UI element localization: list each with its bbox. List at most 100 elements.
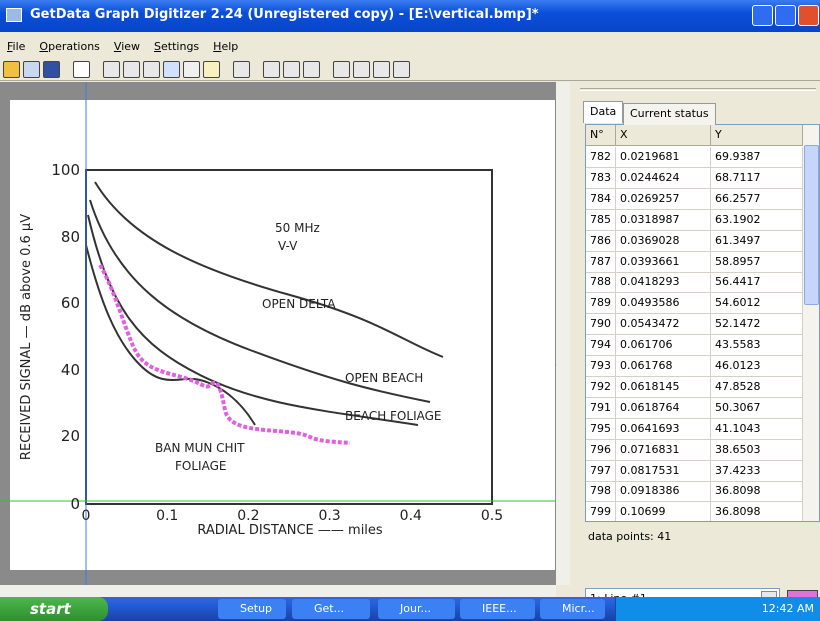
title-bar: GetData Graph Digitizer 2.24 (Unregister…	[0, 0, 820, 32]
column-header[interactable]: Y	[711, 125, 803, 146]
move-icon[interactable]	[263, 61, 280, 78]
taskbar-item[interactable]: Jour...	[378, 599, 455, 619]
toolbar	[0, 57, 820, 81]
menu-item[interactable]: View	[107, 38, 147, 56]
table-cell: 38.6503	[711, 440, 803, 461]
table-cell: 791	[586, 398, 616, 419]
x-tick-label: 0.1	[156, 508, 178, 524]
table-cell: 0.10699	[616, 502, 711, 522]
y-tick-label: 20	[61, 427, 80, 445]
x-axis-label: RADIAL DISTANCE —— miles	[197, 523, 383, 538]
table-cell: 37.4233	[711, 461, 803, 482]
table-cell: 795	[586, 419, 616, 440]
table-cell: 0.0369028	[616, 231, 711, 252]
table-cell: 783	[586, 168, 616, 189]
vertical-scrollbar[interactable]	[556, 82, 570, 585]
table-cell: 793	[586, 356, 616, 377]
table-cell: 50.3067	[711, 398, 803, 419]
table-cell: 0.0618145	[616, 377, 711, 398]
taskbar-item[interactable]: IEEE...	[460, 599, 535, 619]
y-tick-label: 0	[70, 495, 80, 513]
open-icon[interactable]	[3, 61, 20, 78]
table-cell: 794	[586, 335, 616, 356]
table-cell: 41.1043	[711, 419, 803, 440]
scroll-thumb[interactable]	[804, 145, 819, 305]
table-cell: 799	[586, 502, 616, 522]
table-scrollbar[interactable]	[803, 125, 820, 521]
table-cell: 789	[586, 293, 616, 314]
maximize-button[interactable]	[775, 5, 796, 26]
table-cell: 36.8098	[711, 481, 803, 502]
table-cell: 0.0269257	[616, 189, 711, 210]
menu-item[interactable]: Settings	[147, 38, 206, 56]
table-cell: 58.8957	[711, 252, 803, 273]
save-icon[interactable]	[43, 61, 60, 78]
splitter	[580, 88, 816, 91]
taskbar-item[interactable]: Micr...	[540, 599, 605, 619]
start-button[interactable]: start	[0, 597, 108, 621]
graph-icon[interactable]	[393, 61, 410, 78]
table-cell: 0.0393661	[616, 252, 711, 273]
x-tick-label: 0.3	[318, 508, 340, 524]
x-tick-label: 0.2	[237, 508, 259, 524]
table-cell: 46.0123	[711, 356, 803, 377]
table-cell: 47.8528	[711, 377, 803, 398]
minimize-button[interactable]	[752, 5, 773, 26]
auto-icon[interactable]	[203, 61, 220, 78]
scan-icon[interactable]	[23, 61, 40, 78]
table-cell: 787	[586, 252, 616, 273]
table-cell: 61.3497	[711, 231, 803, 252]
y-tick-label: 60	[61, 294, 80, 312]
undo-icon[interactable]	[233, 61, 250, 78]
axis-icon[interactable]	[103, 61, 120, 78]
horizontal-scrollbar[interactable]	[0, 585, 556, 597]
y-tick-label: 40	[61, 361, 80, 379]
table-cell: 0.0493586	[616, 293, 711, 314]
image-icon[interactable]	[333, 61, 350, 78]
point-icon[interactable]	[163, 61, 180, 78]
tab[interactable]: Data	[583, 101, 623, 123]
table-cell: 0.061768	[616, 356, 711, 377]
table-cell: 63.1902	[711, 210, 803, 231]
eraser-icon[interactable]	[183, 61, 200, 78]
data-table: N°XY7820.021968169.93877830.024462468.71…	[585, 124, 820, 522]
table-cell: 782	[586, 147, 616, 168]
table-cell: 69.9387	[711, 147, 803, 168]
table-cell: 0.0219681	[616, 147, 711, 168]
copy-icon[interactable]	[73, 61, 90, 78]
y-tick-label: 100	[51, 161, 80, 179]
zoom-out-icon[interactable]	[303, 61, 320, 78]
table-cell: 52.1472	[711, 314, 803, 335]
menu-item[interactable]: Help	[206, 38, 245, 56]
table-cell: 68.7117	[711, 168, 803, 189]
table-cell: 0.0618764	[616, 398, 711, 419]
table-cell: 0.061706	[616, 335, 711, 356]
table-cell: 36.8098	[711, 502, 803, 522]
table-cell: 788	[586, 272, 616, 293]
app-icon	[6, 8, 22, 22]
column-header[interactable]: X	[616, 125, 711, 146]
table-cell: 0.0318987	[616, 210, 711, 231]
table-cell: 66.2577	[711, 189, 803, 210]
line-icon[interactable]	[123, 61, 140, 78]
annotation: 50 MHz	[275, 221, 320, 235]
grid-view-icon[interactable]	[353, 61, 370, 78]
table-cell: 785	[586, 210, 616, 231]
points-view-icon[interactable]	[373, 61, 390, 78]
window-title: GetData Graph Digitizer 2.24 (Unregister…	[30, 7, 539, 22]
grid-icon[interactable]	[143, 61, 160, 78]
tab[interactable]: Current status	[623, 103, 716, 125]
column-header[interactable]: N°	[586, 125, 616, 146]
taskbar-item[interactable]: Setup	[218, 599, 286, 619]
menu-item[interactable]: File	[0, 38, 32, 56]
table-cell: 0.0418293	[616, 272, 711, 293]
table-cell: 798	[586, 481, 616, 502]
annotation: V-V	[278, 239, 298, 253]
table-cell: 797	[586, 461, 616, 482]
zoom-in-icon[interactable]	[283, 61, 300, 78]
x-tick-label: 0.4	[400, 508, 422, 524]
menu-item[interactable]: Operations	[32, 38, 107, 56]
taskbar-item[interactable]: Get...	[292, 599, 370, 619]
close-button[interactable]	[798, 5, 819, 26]
